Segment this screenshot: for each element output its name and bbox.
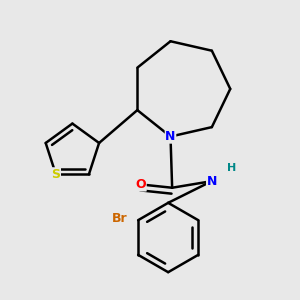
Text: N: N bbox=[207, 175, 217, 188]
Text: S: S bbox=[51, 168, 60, 181]
Text: H: H bbox=[227, 163, 236, 173]
Text: Br: Br bbox=[112, 212, 128, 225]
Text: N: N bbox=[165, 130, 176, 143]
Text: O: O bbox=[136, 178, 146, 191]
